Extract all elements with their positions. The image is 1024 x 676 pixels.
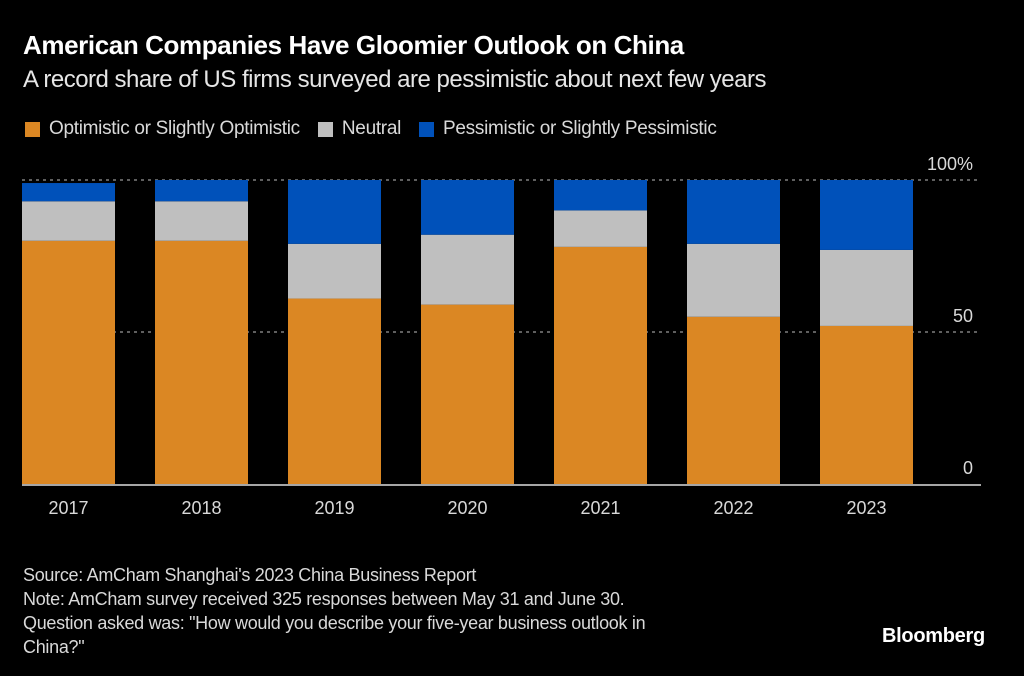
bar-group-2023 bbox=[820, 180, 913, 484]
legend-swatch-optimistic bbox=[25, 121, 40, 137]
bar-segment-2021-neutral bbox=[554, 210, 647, 247]
chart-subtitle: A record share of US firms surveyed are … bbox=[23, 66, 766, 93]
y-tick-label: 50 bbox=[953, 306, 973, 326]
chart-footer: Source: AmCham Shanghai's 2023 China Bus… bbox=[23, 563, 843, 659]
bar-segment-2023-neutral bbox=[820, 249, 913, 326]
bar-group-2018 bbox=[155, 180, 248, 484]
legend-label-pessimistic: Pessimistic or Slightly Pessimistic bbox=[443, 118, 717, 139]
bar-segment-2019-neutral bbox=[288, 243, 381, 299]
bar-group-2020 bbox=[421, 180, 514, 484]
legend-item-neutral: Neutral bbox=[317, 118, 402, 140]
bars bbox=[22, 180, 913, 484]
bar-segment-2018-optimistic bbox=[155, 240, 248, 484]
legend-item-optimistic: Optimistic or Slightly Optimistic bbox=[25, 118, 300, 140]
bar-segment-2018-pessimistic bbox=[155, 180, 248, 202]
legend: Optimistic or Slightly Optimistic Neutra… bbox=[25, 118, 735, 140]
bar-segment-2017-neutral bbox=[22, 201, 115, 241]
x-tick-label: 2020 bbox=[447, 498, 487, 518]
bar-segment-2021-pessimistic bbox=[554, 180, 647, 211]
bloomberg-logo: Bloomberg bbox=[882, 625, 985, 647]
bar-segment-2020-optimistic bbox=[421, 304, 514, 484]
x-tick-label: 2019 bbox=[314, 498, 354, 518]
legend-swatch-pessimistic bbox=[419, 121, 435, 137]
bar-group-2021 bbox=[554, 180, 647, 484]
bar-segment-2017-pessimistic bbox=[22, 183, 115, 202]
bar-segment-2023-pessimistic bbox=[820, 180, 913, 250]
y-tick-label: 0 bbox=[963, 458, 973, 478]
survey-note: Note: AmCham survey received 325 respons… bbox=[23, 589, 625, 609]
bar-segment-2019-optimistic bbox=[288, 298, 381, 484]
bar-segment-2023-optimistic bbox=[820, 325, 913, 484]
question-note-line2: China?" bbox=[23, 637, 85, 657]
bar-segment-2018-neutral bbox=[155, 201, 248, 241]
chart-title: American Companies Have Gloomier Outlook… bbox=[23, 30, 684, 60]
bar-segment-2022-optimistic bbox=[687, 316, 780, 484]
y-tick-label: 100% bbox=[927, 154, 973, 174]
bar-segment-2022-neutral bbox=[687, 243, 780, 317]
question-note-line1: Question asked was: "How would you descr… bbox=[23, 613, 646, 633]
bar-segment-2020-pessimistic bbox=[421, 180, 514, 235]
x-tick-label: 2021 bbox=[580, 498, 620, 518]
bar-segment-2021-optimistic bbox=[554, 246, 647, 484]
bar-segment-2020-neutral bbox=[421, 234, 514, 305]
bar-group-2019 bbox=[288, 180, 381, 484]
bar-group-2017 bbox=[22, 183, 115, 484]
legend-swatch-neutral bbox=[317, 121, 333, 137]
legend-label-optimistic: Optimistic or Slightly Optimistic bbox=[49, 118, 300, 139]
axes: 0 50 100% 2017 2018 2019 2020 2021 2022 2023 bbox=[22, 154, 981, 518]
x-tick-label: 2023 bbox=[846, 498, 886, 518]
x-tick-label: 2017 bbox=[48, 498, 88, 518]
bar-segment-2019-pessimistic bbox=[288, 180, 381, 244]
x-tick-label: 2018 bbox=[181, 498, 221, 518]
legend-label-neutral: Neutral bbox=[341, 118, 402, 139]
source-note: Source: AmCham Shanghai's 2023 China Bus… bbox=[23, 565, 477, 585]
bar-segment-2022-pessimistic bbox=[687, 180, 780, 244]
bar-group-2022 bbox=[687, 180, 780, 484]
legend-item-pessimistic: Pessimistic or Slightly Pessimistic bbox=[419, 118, 717, 140]
bar-segment-2017-optimistic bbox=[22, 240, 115, 484]
x-tick-label: 2022 bbox=[713, 498, 753, 518]
